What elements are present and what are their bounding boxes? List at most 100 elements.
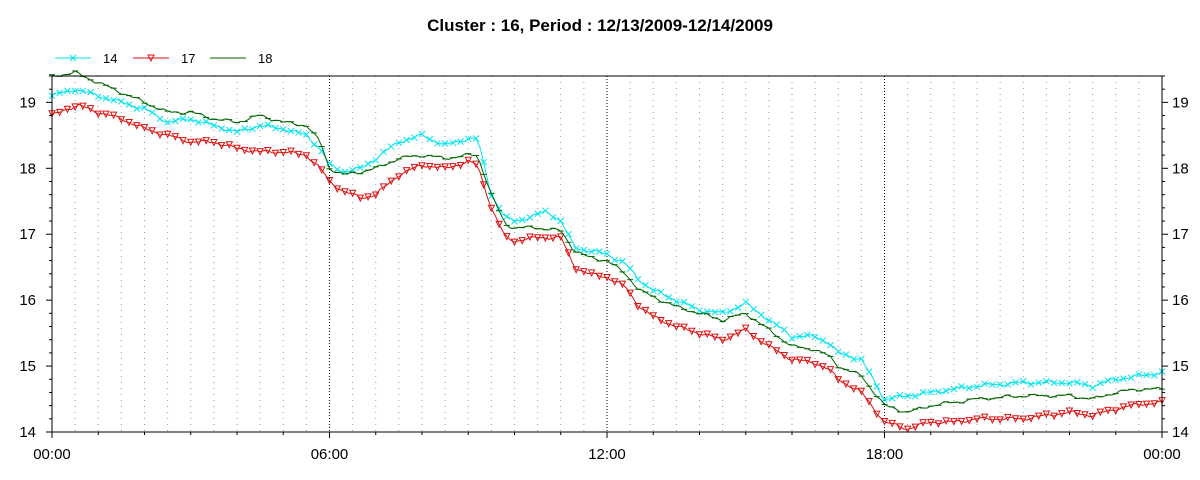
data-point [1027, 415, 1035, 423]
data-point [996, 416, 1004, 425]
data-point [441, 140, 449, 147]
data-point [981, 380, 989, 388]
data-point [264, 121, 272, 129]
data-point [179, 137, 187, 145]
data-point [788, 334, 796, 342]
y-tick-label-right: 14 [1172, 424, 1189, 441]
x-tick-label: 18:00 [866, 446, 904, 463]
data-point [603, 250, 611, 258]
series-14 [48, 87, 1166, 403]
data-point [765, 341, 773, 349]
data-point [217, 142, 226, 150]
y-tick-label-right: 17 [1172, 226, 1189, 243]
data-point [1035, 379, 1043, 387]
data-point [403, 136, 410, 144]
chart-title: Cluster : 16, Period : 12/13/2009-12/14/… [427, 16, 773, 35]
data-point [495, 220, 503, 229]
data-point [618, 280, 627, 289]
data-point [210, 139, 218, 147]
data-point [973, 415, 981, 424]
data-point [1042, 410, 1051, 419]
data-point [534, 210, 541, 218]
data-point [71, 87, 79, 95]
data-point [233, 144, 241, 153]
data-point [249, 125, 256, 133]
data-point [187, 116, 195, 123]
data-point [171, 117, 179, 125]
data-point [1111, 407, 1120, 415]
data-point [1011, 415, 1020, 423]
data-point [965, 417, 974, 425]
data-point [1034, 412, 1043, 421]
data-point [1066, 380, 1073, 387]
data-point [626, 265, 634, 272]
data-point [194, 138, 203, 147]
data-point [325, 176, 334, 185]
data-point [703, 330, 712, 339]
data-point [526, 233, 534, 242]
data-point [649, 287, 657, 294]
data-point [479, 181, 488, 189]
data-point [896, 423, 904, 431]
data-point [903, 425, 912, 434]
data-point [842, 380, 850, 389]
data-point [1150, 372, 1158, 379]
data-point [147, 54, 155, 63]
data-point [55, 108, 64, 117]
data-point [364, 160, 372, 168]
data-point [950, 418, 958, 426]
data-point [919, 388, 927, 396]
data-point [742, 298, 750, 306]
data-point [410, 134, 418, 141]
data-point [79, 102, 87, 111]
data-point [148, 109, 156, 116]
data-point [256, 122, 264, 130]
data-point [256, 148, 264, 156]
data-point [125, 101, 133, 108]
data-point [402, 167, 411, 175]
data-point [186, 138, 195, 147]
data-point [680, 298, 688, 306]
data-point [619, 257, 626, 265]
data-point [803, 356, 812, 365]
data-point [665, 293, 673, 301]
data-point [1112, 376, 1120, 383]
data-point [642, 281, 649, 289]
data-point [71, 103, 79, 112]
data-point [819, 363, 827, 371]
y-tick-label: 17 [19, 226, 36, 243]
x-tick-label: 00:00 [1143, 446, 1181, 463]
data-point [664, 320, 673, 328]
data-point [927, 388, 935, 396]
data-point [811, 361, 819, 369]
data-point [86, 105, 95, 113]
data-point [464, 156, 473, 165]
data-point [171, 133, 180, 141]
data-point [680, 323, 688, 332]
data-point [148, 127, 157, 135]
data-point [657, 288, 665, 296]
data-point [372, 156, 380, 164]
data-point [56, 89, 64, 97]
data-point [565, 230, 572, 238]
data-point [858, 355, 865, 363]
y-tick-label-right: 16 [1172, 292, 1189, 309]
data-point [502, 233, 511, 241]
data-point [950, 385, 958, 393]
data-point [896, 391, 904, 399]
data-point [480, 158, 488, 166]
data-point [796, 333, 804, 340]
data-point [850, 355, 858, 363]
data-point [687, 327, 696, 336]
data-point [248, 147, 257, 156]
data-point [1104, 406, 1112, 415]
data-point [1127, 374, 1135, 382]
data-point [957, 417, 966, 426]
data-point [1004, 413, 1012, 422]
data-point [926, 418, 935, 427]
data-point [387, 143, 395, 150]
data-point [942, 387, 950, 395]
data-point [757, 338, 765, 346]
data-point [449, 163, 457, 171]
data-point [533, 234, 542, 242]
